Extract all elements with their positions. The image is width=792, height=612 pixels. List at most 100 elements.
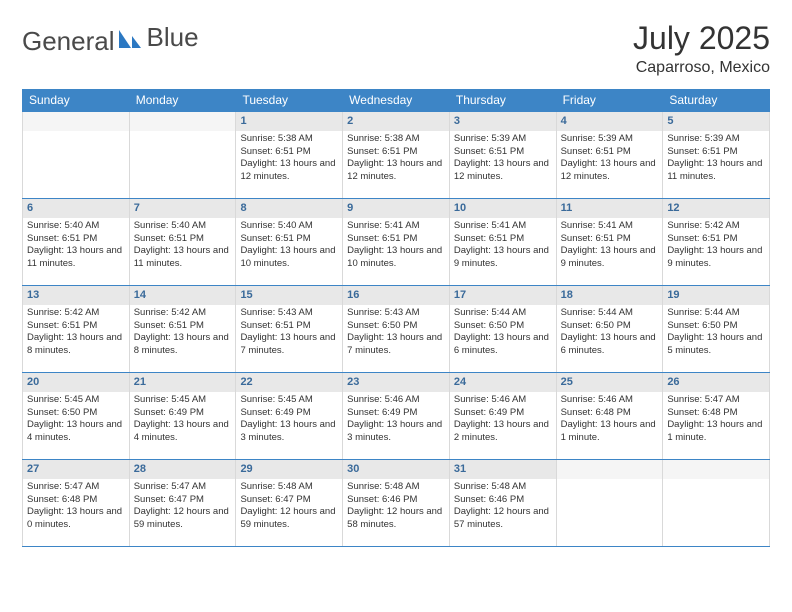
sunrise-text: Sunrise: 5:46 AM (454, 394, 552, 407)
sunset-text: Sunset: 6:51 PM (454, 233, 552, 246)
day-number: 13 (23, 286, 129, 305)
month-title: July 2025 (633, 20, 770, 57)
day-body (663, 479, 769, 485)
day-body: Sunrise: 5:39 AMSunset: 6:51 PMDaylight:… (663, 131, 769, 188)
daylight-text: Daylight: 13 hours and 12 minutes. (240, 158, 338, 184)
day-cell: 8Sunrise: 5:40 AMSunset: 6:51 PMDaylight… (236, 199, 343, 285)
sunset-text: Sunset: 6:51 PM (240, 320, 338, 333)
day-body: Sunrise: 5:45 AMSunset: 6:49 PMDaylight:… (236, 392, 342, 449)
title-block: July 2025 Caparroso, Mexico (633, 20, 770, 77)
sunset-text: Sunset: 6:48 PM (667, 407, 765, 420)
day-number: 31 (450, 460, 556, 479)
sunset-text: Sunset: 6:46 PM (454, 494, 552, 507)
day-cell: 29Sunrise: 5:48 AMSunset: 6:47 PMDayligh… (236, 460, 343, 546)
sunrise-text: Sunrise: 5:39 AM (667, 133, 765, 146)
day-number: 11 (557, 199, 663, 218)
day-body: Sunrise: 5:44 AMSunset: 6:50 PMDaylight:… (557, 305, 663, 362)
sunrise-text: Sunrise: 5:47 AM (27, 481, 125, 494)
day-cell: 20Sunrise: 5:45 AMSunset: 6:50 PMDayligh… (22, 373, 130, 459)
day-cell: 30Sunrise: 5:48 AMSunset: 6:46 PMDayligh… (343, 460, 450, 546)
day-cell: 15Sunrise: 5:43 AMSunset: 6:51 PMDayligh… (236, 286, 343, 372)
daylight-text: Daylight: 13 hours and 11 minutes. (134, 245, 232, 271)
daylight-text: Daylight: 13 hours and 2 minutes. (454, 419, 552, 445)
daylight-text: Daylight: 13 hours and 4 minutes. (134, 419, 232, 445)
daylight-text: Daylight: 13 hours and 9 minutes. (561, 245, 659, 271)
day-number: 14 (130, 286, 236, 305)
daylight-text: Daylight: 13 hours and 10 minutes. (240, 245, 338, 271)
daylight-text: Daylight: 13 hours and 9 minutes. (454, 245, 552, 271)
day-body: Sunrise: 5:39 AMSunset: 6:51 PMDaylight:… (557, 131, 663, 188)
day-cell: 24Sunrise: 5:46 AMSunset: 6:49 PMDayligh… (450, 373, 557, 459)
day-number: 25 (557, 373, 663, 392)
day-number: 10 (450, 199, 556, 218)
day-body: Sunrise: 5:46 AMSunset: 6:48 PMDaylight:… (557, 392, 663, 449)
sunrise-text: Sunrise: 5:41 AM (347, 220, 445, 233)
sunrise-text: Sunrise: 5:48 AM (347, 481, 445, 494)
day-cell: 1Sunrise: 5:38 AMSunset: 6:51 PMDaylight… (236, 112, 343, 198)
sunrise-text: Sunrise: 5:41 AM (454, 220, 552, 233)
sunset-text: Sunset: 6:49 PM (240, 407, 338, 420)
week-row: 20Sunrise: 5:45 AMSunset: 6:50 PMDayligh… (22, 373, 770, 460)
day-cell (22, 112, 130, 198)
day-number: 9 (343, 199, 449, 218)
day-cell: 13Sunrise: 5:42 AMSunset: 6:51 PMDayligh… (22, 286, 130, 372)
day-body: Sunrise: 5:47 AMSunset: 6:48 PMDaylight:… (23, 479, 129, 536)
day-number: 2 (343, 112, 449, 131)
day-number: 6 (23, 199, 129, 218)
day-cell: 3Sunrise: 5:39 AMSunset: 6:51 PMDaylight… (450, 112, 557, 198)
sunrise-text: Sunrise: 5:44 AM (454, 307, 552, 320)
sunrise-text: Sunrise: 5:44 AM (561, 307, 659, 320)
daylight-text: Daylight: 13 hours and 11 minutes. (27, 245, 125, 271)
day-number: 16 (343, 286, 449, 305)
day-cell: 16Sunrise: 5:43 AMSunset: 6:50 PMDayligh… (343, 286, 450, 372)
sunset-text: Sunset: 6:49 PM (347, 407, 445, 420)
brand-text-part1: General (22, 26, 115, 57)
sunset-text: Sunset: 6:51 PM (347, 233, 445, 246)
sunrise-text: Sunrise: 5:43 AM (347, 307, 445, 320)
sunset-text: Sunset: 6:51 PM (27, 233, 125, 246)
day-number (23, 112, 129, 131)
day-cell: 23Sunrise: 5:46 AMSunset: 6:49 PMDayligh… (343, 373, 450, 459)
day-cell: 18Sunrise: 5:44 AMSunset: 6:50 PMDayligh… (557, 286, 664, 372)
day-cell: 7Sunrise: 5:40 AMSunset: 6:51 PMDaylight… (130, 199, 237, 285)
day-body: Sunrise: 5:45 AMSunset: 6:50 PMDaylight:… (23, 392, 129, 449)
day-number: 22 (236, 373, 342, 392)
sunrise-text: Sunrise: 5:48 AM (240, 481, 338, 494)
day-number (130, 112, 236, 131)
sunrise-text: Sunrise: 5:43 AM (240, 307, 338, 320)
day-number: 23 (343, 373, 449, 392)
day-cell: 4Sunrise: 5:39 AMSunset: 6:51 PMDaylight… (557, 112, 664, 198)
sunset-text: Sunset: 6:51 PM (134, 320, 232, 333)
day-cell: 5Sunrise: 5:39 AMSunset: 6:51 PMDaylight… (663, 112, 770, 198)
location-label: Caparroso, Mexico (633, 59, 770, 77)
sunset-text: Sunset: 6:51 PM (134, 233, 232, 246)
day-number: 27 (23, 460, 129, 479)
daylight-text: Daylight: 13 hours and 10 minutes. (347, 245, 445, 271)
sunset-text: Sunset: 6:46 PM (347, 494, 445, 507)
daylight-text: Daylight: 12 hours and 59 minutes. (134, 506, 232, 532)
day-number: 24 (450, 373, 556, 392)
sunset-text: Sunset: 6:51 PM (667, 146, 765, 159)
brand-sail-icon (117, 28, 143, 55)
day-cell: 21Sunrise: 5:45 AMSunset: 6:49 PMDayligh… (130, 373, 237, 459)
sunrise-text: Sunrise: 5:38 AM (347, 133, 445, 146)
day-body: Sunrise: 5:44 AMSunset: 6:50 PMDaylight:… (663, 305, 769, 362)
day-header: Saturday (663, 89, 770, 111)
day-cell: 11Sunrise: 5:41 AMSunset: 6:51 PMDayligh… (557, 199, 664, 285)
daylight-text: Daylight: 13 hours and 11 minutes. (667, 158, 765, 184)
week-row: 1Sunrise: 5:38 AMSunset: 6:51 PMDaylight… (22, 111, 770, 199)
sunset-text: Sunset: 6:48 PM (561, 407, 659, 420)
day-cell: 28Sunrise: 5:47 AMSunset: 6:47 PMDayligh… (130, 460, 237, 546)
day-body: Sunrise: 5:41 AMSunset: 6:51 PMDaylight:… (450, 218, 556, 275)
day-body: Sunrise: 5:42 AMSunset: 6:51 PMDaylight:… (23, 305, 129, 362)
sunrise-text: Sunrise: 5:45 AM (134, 394, 232, 407)
sunset-text: Sunset: 6:47 PM (134, 494, 232, 507)
day-cell: 12Sunrise: 5:42 AMSunset: 6:51 PMDayligh… (663, 199, 770, 285)
day-body: Sunrise: 5:48 AMSunset: 6:46 PMDaylight:… (450, 479, 556, 536)
day-number: 5 (663, 112, 769, 131)
daylight-text: Daylight: 13 hours and 8 minutes. (27, 332, 125, 358)
sunset-text: Sunset: 6:51 PM (240, 233, 338, 246)
day-number: 15 (236, 286, 342, 305)
sunrise-text: Sunrise: 5:47 AM (667, 394, 765, 407)
sunrise-text: Sunrise: 5:47 AM (134, 481, 232, 494)
